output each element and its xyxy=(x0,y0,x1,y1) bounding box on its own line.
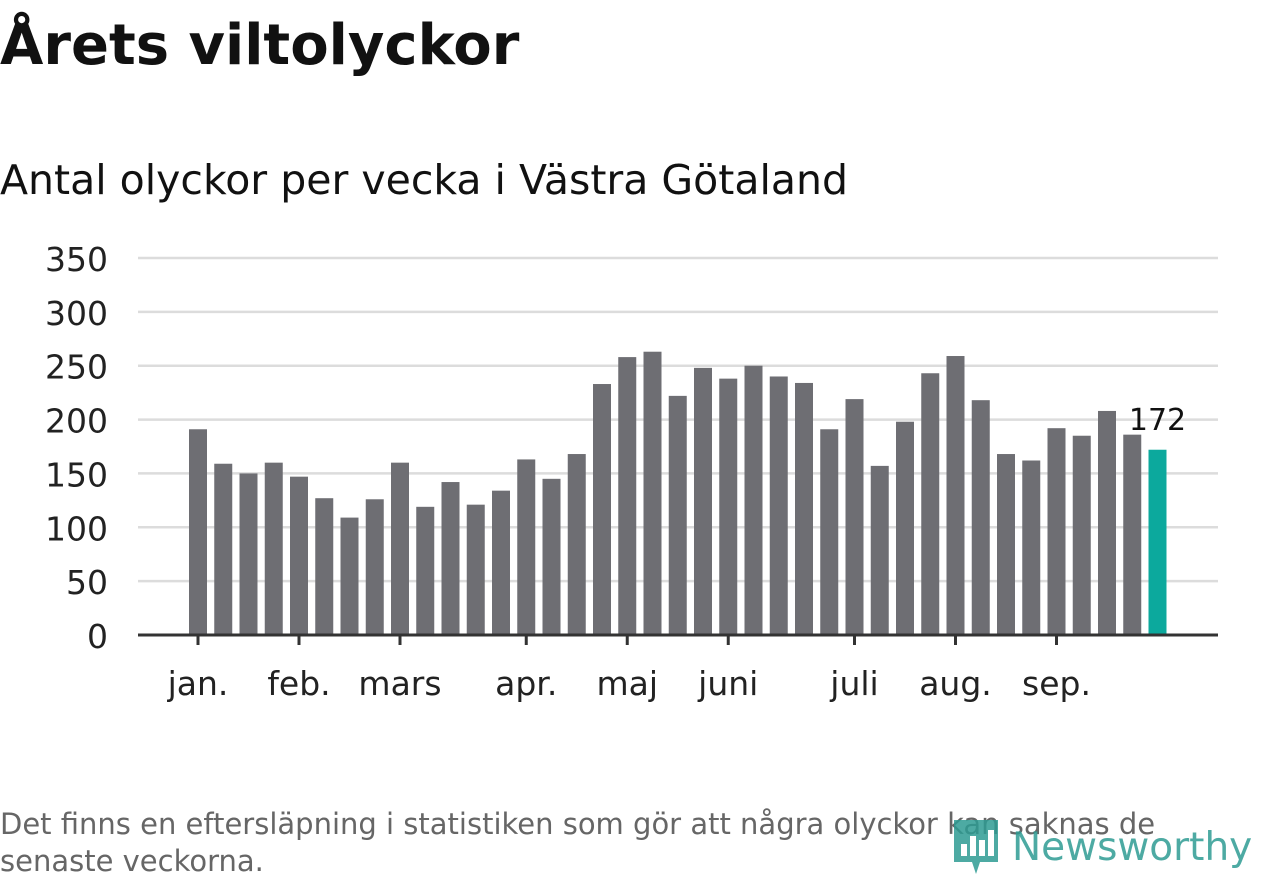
bar xyxy=(1047,428,1066,635)
y-tick-label: 300 xyxy=(45,294,108,333)
x-tick-label: feb. xyxy=(267,664,330,703)
x-axis-month-labels: jan. feb. mars apr. maj juni juli aug. sep. xyxy=(167,635,1091,703)
x-tick-label: apr. xyxy=(495,664,557,703)
bar xyxy=(870,465,889,635)
bar xyxy=(795,382,813,635)
bar xyxy=(517,459,536,635)
x-tick-label: sep. xyxy=(1022,664,1091,703)
bar xyxy=(391,462,409,635)
bars xyxy=(189,351,1167,635)
bar xyxy=(1072,435,1091,635)
bar xyxy=(997,454,1015,635)
bar xyxy=(340,517,359,635)
bar xyxy=(290,476,308,635)
bar xyxy=(1098,410,1116,635)
bar xyxy=(921,373,940,635)
bar xyxy=(214,463,233,635)
bar xyxy=(896,421,914,635)
bar xyxy=(466,504,485,635)
y-tick-label: 200 xyxy=(45,402,108,441)
bar xyxy=(365,499,384,635)
bar xyxy=(189,429,207,635)
bar xyxy=(441,482,460,635)
bar xyxy=(643,351,662,635)
bar xyxy=(492,490,510,635)
y-tick-label: 0 xyxy=(87,617,108,656)
bar xyxy=(694,367,712,635)
chart-title: Årets viltolyckor xyxy=(0,13,520,78)
bar-chart-logo-icon xyxy=(954,820,998,874)
bar xyxy=(769,376,788,635)
annotations: 172 xyxy=(1129,403,1186,438)
brand-name: Newsworthy xyxy=(1012,824,1253,870)
y-tick-label: 50 xyxy=(66,563,108,602)
bar xyxy=(593,384,611,635)
bar xyxy=(744,365,763,635)
bar xyxy=(668,395,687,635)
bar xyxy=(1123,434,1142,635)
data-label: 172 xyxy=(1129,403,1186,438)
x-tick-label: jan. xyxy=(167,664,229,703)
highlighted-bar xyxy=(1148,449,1167,635)
x-tick-label: juli xyxy=(829,664,878,703)
chart-subtitle: Antal olyckor per vecka i Västra Götalan… xyxy=(0,156,848,204)
x-tick-label: juni xyxy=(697,664,758,703)
bar xyxy=(845,399,864,635)
y-axis-tick-labels: 0 50 100 150 200 250 300 350 xyxy=(45,240,108,656)
y-tick-label: 250 xyxy=(45,348,108,387)
bar xyxy=(542,478,561,635)
bar xyxy=(567,454,586,635)
bar xyxy=(239,473,258,635)
y-tick-label: 350 xyxy=(45,240,108,279)
bar xyxy=(618,357,637,635)
bar xyxy=(820,429,839,635)
bar xyxy=(416,506,435,635)
bar xyxy=(971,400,990,635)
x-tick-label: maj xyxy=(596,664,658,703)
bar xyxy=(1022,460,1041,635)
y-tick-label: 100 xyxy=(45,509,108,548)
bar xyxy=(719,378,738,635)
bar xyxy=(946,356,965,635)
weekly-accidents-bar-chart: 0 50 100 150 200 250 300 350 jan. feb. mars apr. ma… xyxy=(45,240,1218,703)
x-tick-label: aug. xyxy=(919,664,992,703)
bar xyxy=(315,498,334,635)
x-tick-label: mars xyxy=(358,664,441,703)
newsworthy-logo: Newsworthy xyxy=(950,815,1252,879)
y-tick-label: 150 xyxy=(45,455,108,494)
bar xyxy=(264,462,283,635)
